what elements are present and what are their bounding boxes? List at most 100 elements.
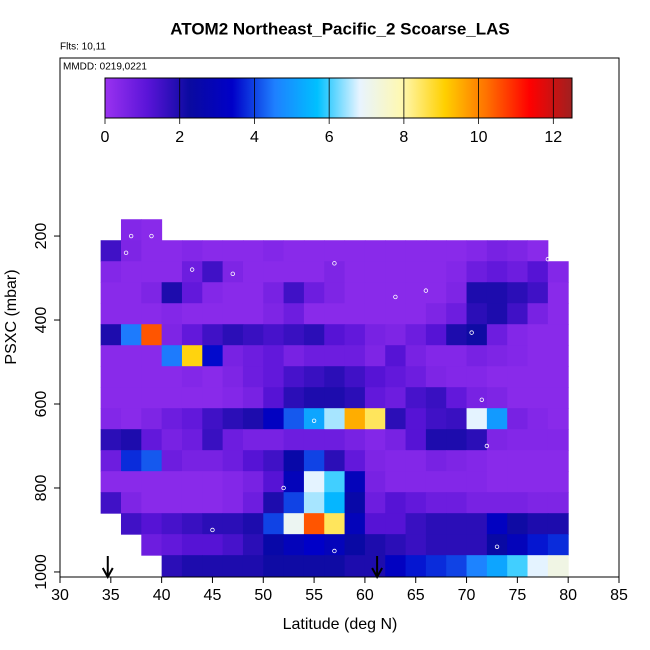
x-tick-label: 75	[508, 587, 526, 604]
x-tick-label: 65	[407, 587, 425, 604]
heat-cell	[100, 387, 122, 409]
heat-cell	[222, 429, 244, 451]
heat-cell	[364, 450, 386, 472]
heat-cell	[120, 429, 142, 451]
heat-cell	[161, 324, 183, 346]
heat-cell	[547, 555, 569, 577]
heat-cell	[507, 387, 529, 409]
heat-cell	[385, 534, 407, 556]
heat-cell	[486, 303, 508, 325]
heat-cell	[120, 387, 142, 409]
heat-cell	[547, 429, 569, 451]
heat-cell	[507, 555, 529, 577]
heat-cell	[547, 366, 569, 388]
heat-cell	[527, 408, 549, 430]
heat-cell	[364, 324, 386, 346]
heat-cell	[547, 261, 569, 283]
heat-cell	[344, 555, 366, 577]
heat-cell	[100, 345, 122, 367]
heat-cell	[466, 471, 488, 493]
heat-cell	[263, 303, 285, 325]
heat-cell	[242, 513, 264, 535]
heat-cell	[303, 555, 325, 577]
heat-cell	[486, 555, 508, 577]
heat-cell	[527, 324, 549, 346]
heat-cell	[466, 240, 488, 262]
heat-cell	[486, 387, 508, 409]
track-point	[128, 233, 134, 239]
heat-cell	[405, 513, 427, 535]
heat-cell	[303, 387, 325, 409]
heat-cell	[344, 387, 366, 409]
heat-cell	[446, 366, 468, 388]
track-point	[479, 397, 484, 403]
heat-cell	[466, 366, 488, 388]
heat-cell	[161, 534, 183, 556]
heat-cell	[324, 492, 346, 514]
heat-cell	[263, 534, 285, 556]
heat-cell	[324, 261, 346, 283]
heat-cell	[283, 492, 305, 514]
heat-cell	[120, 324, 142, 346]
heat-cell	[344, 261, 366, 283]
heat-cell	[547, 471, 569, 493]
heat-cell	[486, 408, 508, 430]
heat-cell	[141, 408, 163, 430]
heat-cell	[324, 534, 346, 556]
heat-cell	[303, 534, 325, 556]
heat-cell	[466, 534, 488, 556]
heat-cell	[466, 303, 488, 325]
heat-cell	[405, 303, 427, 325]
heat-cell	[324, 387, 346, 409]
heat-cell	[202, 345, 224, 367]
heat-cell	[446, 261, 468, 283]
heat-cell	[425, 534, 447, 556]
heat-cell	[181, 261, 203, 283]
heat-cell	[242, 492, 264, 514]
heat-cell	[446, 303, 468, 325]
heat-cell	[120, 219, 142, 241]
heat-cell	[385, 450, 407, 472]
heat-cell	[242, 282, 264, 304]
heat-cell	[486, 240, 508, 262]
heat-cell	[486, 471, 508, 493]
track-point	[469, 330, 474, 335]
heat-cell	[141, 387, 163, 409]
heat-cell	[344, 450, 366, 472]
heat-cell	[344, 282, 366, 304]
heat-cell	[466, 282, 488, 304]
heat-cell	[425, 555, 447, 577]
heat-cell	[242, 534, 264, 556]
heat-cell	[486, 324, 508, 346]
heat-cell	[181, 345, 203, 367]
x-tick-label: 45	[204, 587, 222, 604]
heat-cell	[405, 450, 427, 472]
plot-frame	[59, 57, 620, 578]
heat-cell	[263, 345, 285, 367]
heat-cell	[242, 303, 264, 325]
heat-cell	[385, 324, 407, 346]
heat-cell	[303, 240, 325, 262]
heat-cell	[202, 534, 224, 556]
track-point	[230, 271, 235, 277]
heat-cell	[141, 513, 163, 535]
heat-cell	[425, 324, 447, 346]
heat-cell	[425, 450, 447, 472]
heat-cell	[507, 261, 529, 283]
heat-cell	[263, 366, 285, 388]
heat-cell	[303, 513, 325, 535]
heat-cell	[303, 429, 325, 451]
heat-cell	[425, 408, 447, 430]
heat-cell	[405, 408, 427, 430]
heat-cell	[425, 366, 447, 388]
heat-cell	[303, 282, 325, 304]
heat-cell	[507, 240, 529, 262]
heat-cell	[425, 303, 447, 325]
heat-cell	[446, 450, 468, 472]
x-tick-label: 35	[102, 587, 120, 604]
arrow	[101, 556, 114, 580]
heat-cell	[202, 408, 224, 430]
heat-cell	[242, 450, 264, 472]
heat-cell	[527, 492, 549, 514]
heat-cell	[425, 282, 447, 304]
